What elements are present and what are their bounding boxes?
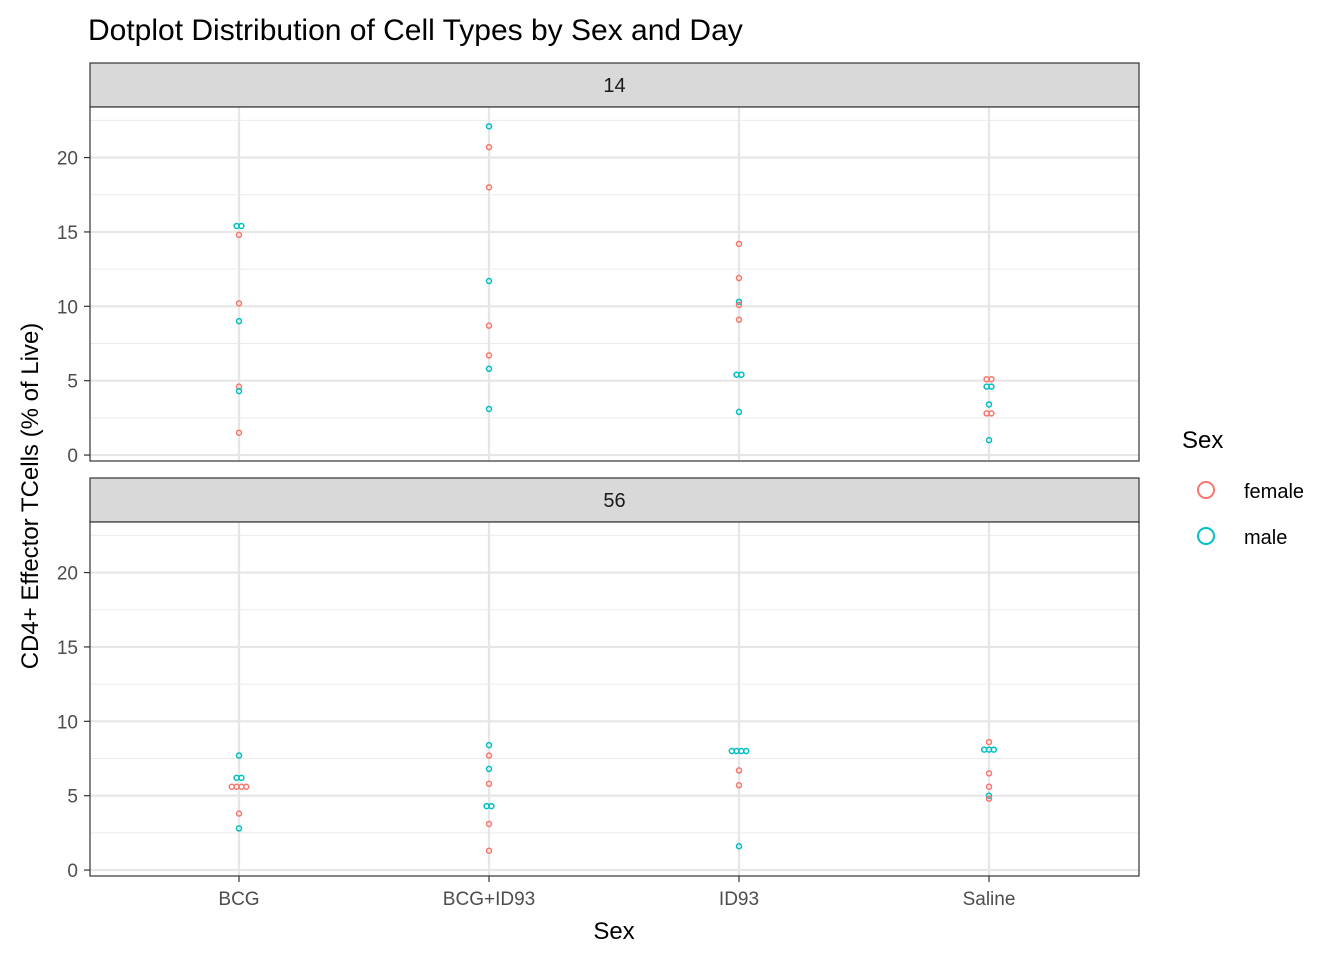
legend-title: Sex — [1182, 427, 1223, 454]
x-tick-label: Saline — [963, 889, 1016, 910]
facet-strip — [89, 62, 1140, 108]
data-point-male — [985, 792, 993, 799]
data-point-female — [485, 352, 493, 359]
data-point-female — [485, 752, 493, 759]
data-point-female — [985, 783, 993, 791]
y-tick-label: 0 — [67, 861, 78, 882]
data-point-female — [235, 300, 243, 307]
facet-strip-label: 56 — [603, 490, 625, 512]
data-point-male — [985, 436, 993, 444]
y-tick-label: 5 — [67, 372, 78, 393]
data-point-male — [485, 365, 493, 373]
legend-label-male: male — [1244, 527, 1287, 549]
data-point-male — [235, 387, 243, 395]
data-point-female — [735, 767, 743, 774]
data-point-male — [988, 383, 995, 390]
data-point-male — [738, 371, 745, 378]
chart-title: Dotplot Distribution of Cell Types by Se… — [88, 14, 743, 47]
y-axis-label: CD4+ Effector TCells (% of Live) — [17, 323, 44, 670]
data-point-female — [235, 231, 243, 239]
x-axis: BCG BCG+ID93 ID93 Saline — [218, 876, 1015, 910]
data-point-female — [988, 375, 995, 383]
facet-strip-label: 14 — [603, 75, 625, 97]
data-point-female — [988, 410, 995, 417]
data-point-male — [735, 298, 743, 306]
data-point-male — [485, 277, 493, 285]
panel-border — [89, 106, 1140, 462]
panel-background — [90, 107, 1139, 461]
data-point-male — [990, 746, 998, 753]
data-point-male — [235, 752, 243, 759]
data-point-female — [235, 429, 243, 436]
data-point-male — [235, 317, 243, 325]
data-point-female — [735, 316, 743, 323]
data-point-female — [735, 274, 743, 282]
y-tick-label: 15 — [57, 223, 78, 244]
panel-background — [90, 522, 1139, 876]
data-point-female — [735, 301, 743, 309]
y-tick-label: 15 — [57, 638, 78, 659]
data-point-female — [485, 847, 493, 854]
data-point-female — [485, 143, 493, 151]
data-point-female — [485, 780, 493, 788]
data-point-female — [235, 810, 243, 817]
legend-key-female — [1197, 481, 1215, 499]
x-tick-label: BCG+ID93 — [443, 889, 535, 910]
data-point-male — [485, 765, 493, 773]
data-point-female — [735, 240, 743, 248]
legend: Sex female male — [1182, 427, 1304, 549]
data-point-male — [485, 405, 493, 413]
data-point-female — [485, 820, 493, 828]
panel-border — [89, 521, 1140, 877]
y-tick-label: 20 — [57, 149, 78, 170]
data-point-female — [485, 322, 493, 329]
legend-label-female: female — [1244, 481, 1304, 503]
x-tick-label: BCG — [218, 889, 259, 910]
y-tick-label: 20 — [57, 564, 78, 585]
data-point-male — [485, 741, 493, 749]
y-tick-label: 10 — [57, 297, 78, 318]
facet-panel-14: 14 0 5 10 15 20 — [57, 62, 1140, 467]
legend-key-male — [1197, 527, 1215, 545]
y-tick-label: 5 — [67, 787, 78, 808]
data-point-male — [985, 401, 993, 408]
data-point-female — [735, 782, 743, 789]
data-point-female — [985, 770, 993, 777]
y-tick-label: 0 — [67, 446, 78, 467]
data-point-male — [485, 123, 493, 130]
data-point-female — [485, 184, 493, 191]
facet-panel-56: 56 0 5 10 15 20 — [57, 477, 1140, 882]
data-point-female — [985, 795, 993, 802]
data-point-female — [242, 783, 250, 791]
data-point-male — [742, 747, 750, 755]
data-point-male — [735, 843, 743, 850]
data-point-male — [235, 825, 243, 832]
x-axis-label: Sex — [593, 918, 634, 945]
facet-strip — [89, 477, 1140, 523]
facet-panels: 14 0 5 10 15 20 56 0 5 10 15 20 — [57, 62, 1140, 882]
data-point-male — [488, 802, 495, 810]
data-point-male — [238, 774, 245, 782]
y-tick-label: 10 — [57, 712, 78, 733]
data-point-female — [985, 738, 993, 746]
data-point-male — [238, 222, 245, 230]
data-point-male — [735, 408, 743, 416]
x-tick-label: ID93 — [719, 889, 759, 910]
